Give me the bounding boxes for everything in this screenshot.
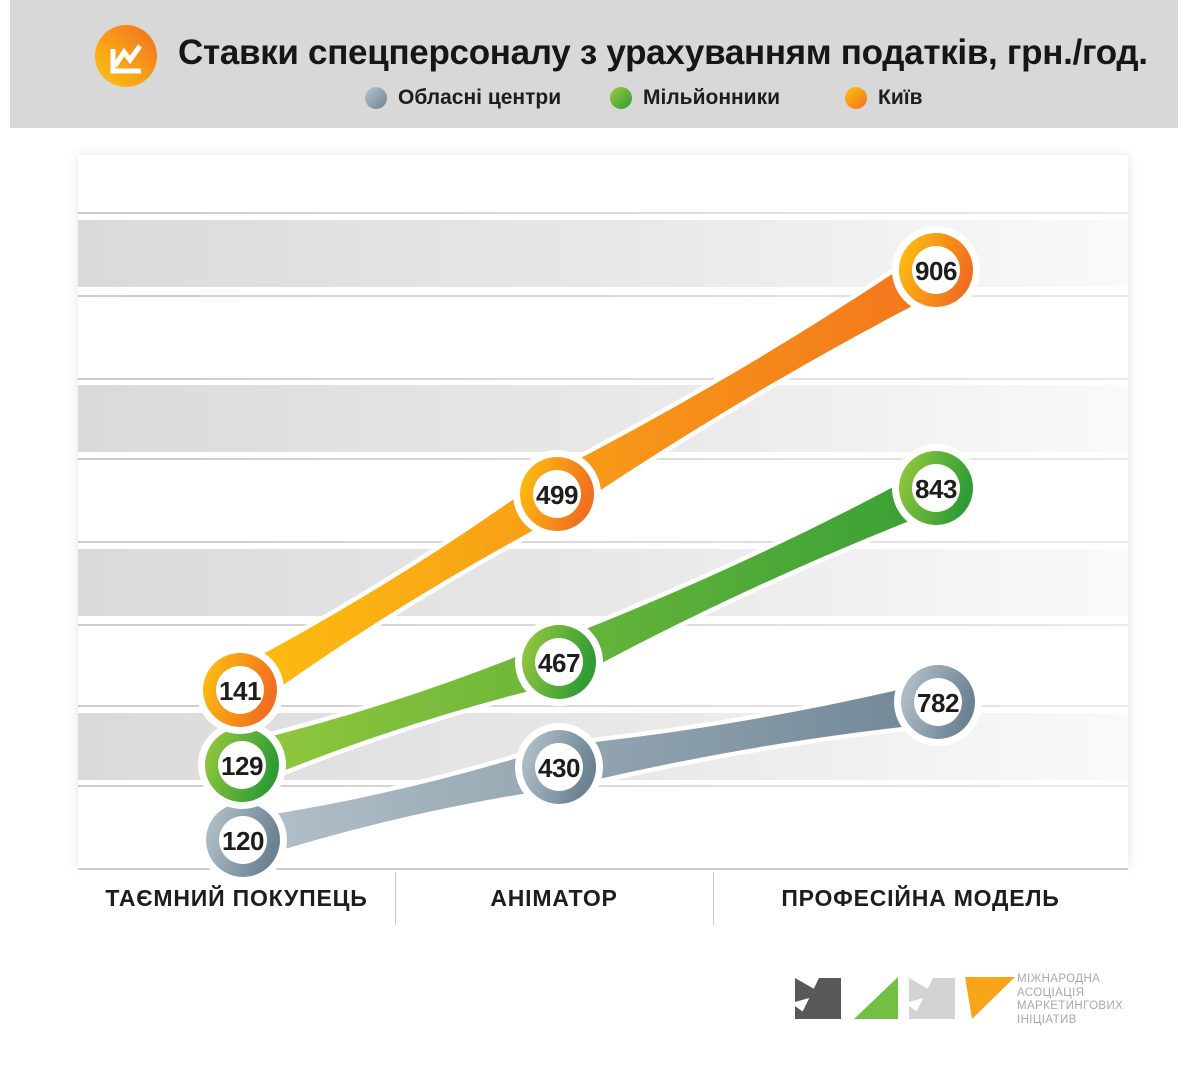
chart-logo-icon [95, 25, 157, 87]
x-axis-label: АНІМАТОР [490, 885, 618, 911]
mami-letter-a-green-icon [854, 977, 898, 1019]
grid-line [78, 458, 1128, 460]
org-name-line: МІЖНАРОДНА [1017, 973, 1101, 985]
x-axis: ТАЄМНИЙ ПОКУПЕЦЬ АНІМАТОР ПРОФЕСІЙНА МОД… [78, 868, 1128, 927]
page-title: Ставки спецперсоналу з урахуванням подат… [178, 33, 1148, 72]
legend-dot-gray [365, 87, 387, 109]
grid-line [78, 624, 1128, 626]
legend-label: Київ [878, 86, 923, 109]
organization-name: МІЖНАРОДНА АСОЦІАЦІЯ МАРКЕТИНГОВИХ ІНІЦІ… [1017, 973, 1177, 1027]
grid-line [78, 295, 1128, 297]
grid-line [78, 785, 1128, 787]
grid-line [78, 705, 1128, 707]
mami-letter-m-dark-icon [795, 978, 841, 1019]
chart-plot-area [78, 155, 1128, 868]
header: Ставки спецперсоналу з урахуванням подат… [10, 0, 1178, 128]
org-name-line: АСОЦІАЦІЯ [1017, 986, 1085, 999]
legend: Обласні центри Мільйонники Київ [10, 86, 1178, 114]
grid-line [78, 541, 1128, 543]
axis-divider [713, 872, 714, 925]
grid-band [78, 713, 1128, 780]
grid-line [78, 212, 1128, 214]
legend-dot-green [610, 87, 632, 109]
legend-label: Мільйонники [643, 86, 781, 109]
org-name-line: МАРКЕТИНГОВИХ [1017, 1000, 1124, 1012]
axis-divider [395, 872, 396, 925]
grid-line [78, 378, 1128, 380]
grid-band [78, 385, 1128, 452]
legend-dot-orange [845, 87, 867, 109]
mami-letter-i-orange-icon [965, 977, 1015, 1019]
x-axis-label: ТАЄМНИЙ ПОКУПЕЦЬ [105, 885, 368, 911]
footer: МІЖНАРОДНА АСОЦІАЦІЯ МАРКЕТИНГОВИХ ІНІЦІ… [0, 960, 1200, 1074]
grid-band [78, 220, 1128, 287]
mami-letter-m-light-icon [909, 978, 955, 1019]
x-axis-label: ПРОФЕСІЙНА МОДЕЛЬ [781, 885, 1060, 911]
org-name-line: ІНІЦІАТИВ [1017, 1013, 1077, 1026]
legend-label: Обласні центри [398, 86, 562, 109]
grid-band [78, 549, 1128, 616]
